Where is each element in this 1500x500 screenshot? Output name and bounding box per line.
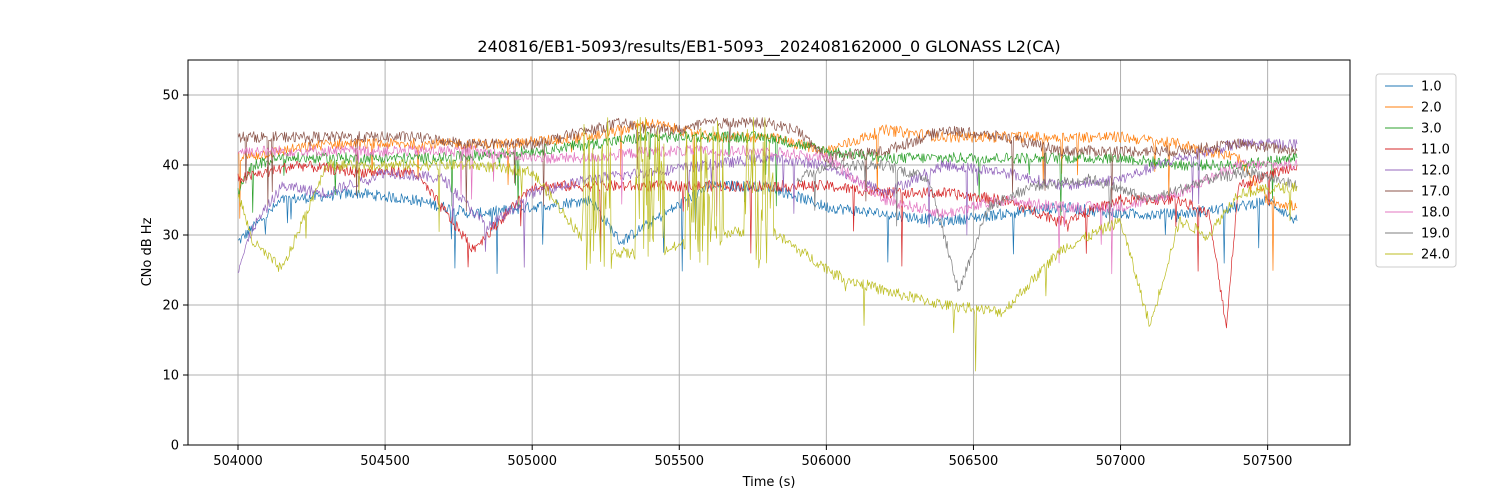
y-tick-label: 0 <box>171 439 179 454</box>
legend-label: 1.0 <box>1421 80 1442 95</box>
y-tick-label: 10 <box>162 369 179 384</box>
series-line-3-0 <box>237 131 1298 216</box>
y-tick-label: 40 <box>162 159 179 174</box>
x-tick-label: 507500 <box>1243 454 1293 469</box>
x-tick-label: 505000 <box>507 454 557 469</box>
x-tick-label: 506500 <box>949 454 999 469</box>
y-tick-label: 50 <box>162 89 179 104</box>
series-line-18-0 <box>237 145 1298 275</box>
legend-label: 2.0 <box>1421 101 1442 116</box>
y-tick-label: 20 <box>162 299 179 314</box>
legend: 1.0 2.0 3.0 11.0 12.0 17.0 18.0 19.0 24.0 <box>1375 73 1457 268</box>
chart-title: 240816/EB1-5093/results/EB1-5093__202408… <box>477 37 1060 57</box>
x-axis-ticks: 504000 504500 505000 505500 506000 506500 5070… <box>213 445 1292 469</box>
legend-label: 17.0 <box>1421 185 1450 200</box>
legend-label: 18.0 <box>1421 206 1450 221</box>
x-axis-label: Time (s) <box>742 475 796 490</box>
plot-area <box>237 117 1298 372</box>
series-line-17-0 <box>237 117 1298 212</box>
legend-label: 11.0 <box>1421 143 1450 158</box>
x-tick-label: 505500 <box>654 454 704 469</box>
y-tick-label: 30 <box>162 229 179 244</box>
x-tick-label: 506000 <box>802 454 852 469</box>
series-line-24-0 <box>237 117 1298 372</box>
legend-box <box>1375 73 1457 268</box>
legend-label: 19.0 <box>1421 227 1450 242</box>
y-axis-label: CNo dB Hz <box>140 217 155 286</box>
plot-frame <box>187 59 1351 446</box>
legend-label: 24.0 <box>1421 248 1450 263</box>
x-tick-label: 507000 <box>1096 454 1146 469</box>
x-tick-label: 504000 <box>213 454 263 469</box>
y-axis-ticks: 0 10 20 30 40 50 <box>162 89 188 454</box>
series-line-12-0 <box>237 138 1298 274</box>
x-tick-label: 504500 <box>360 454 410 469</box>
series-line-19-0 <box>796 159 1298 292</box>
grid-lines <box>188 60 1350 446</box>
legend-label: 3.0 <box>1421 122 1442 137</box>
series-lines <box>237 117 1298 372</box>
legend-label: 12.0 <box>1421 164 1450 179</box>
